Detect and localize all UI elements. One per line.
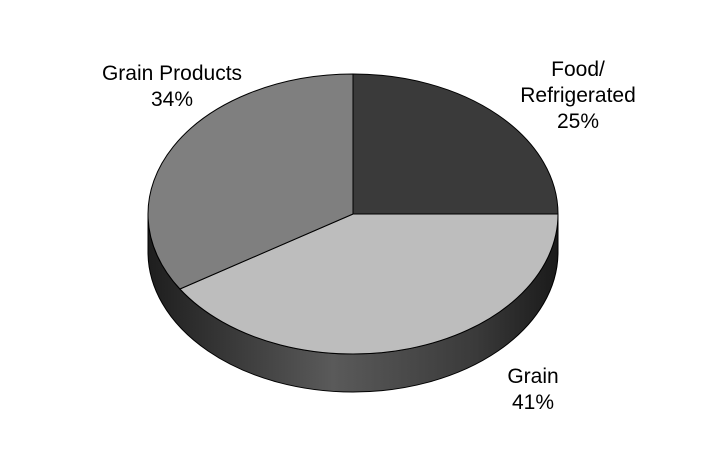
pie-slice — [147, 73, 354, 290]
pie-top-layer — [147, 73, 559, 355]
pie-slice — [179, 213, 559, 355]
slice-value-label: 41% — [512, 391, 554, 414]
slice-value-label: 25% — [557, 110, 599, 133]
slice-category-label: Grain — [507, 365, 558, 388]
slice-category-label: Food/ — [551, 58, 605, 81]
slice-category-label: Grain Products — [102, 62, 242, 85]
slice-value-label: 34% — [151, 88, 193, 111]
slice-category-label: Refrigerated — [520, 84, 636, 107]
pie-label-layer: Food/Refrigerated 25% Grain 41% Grain Produc… — [102, 58, 636, 414]
pie-slice — [352, 73, 559, 215]
